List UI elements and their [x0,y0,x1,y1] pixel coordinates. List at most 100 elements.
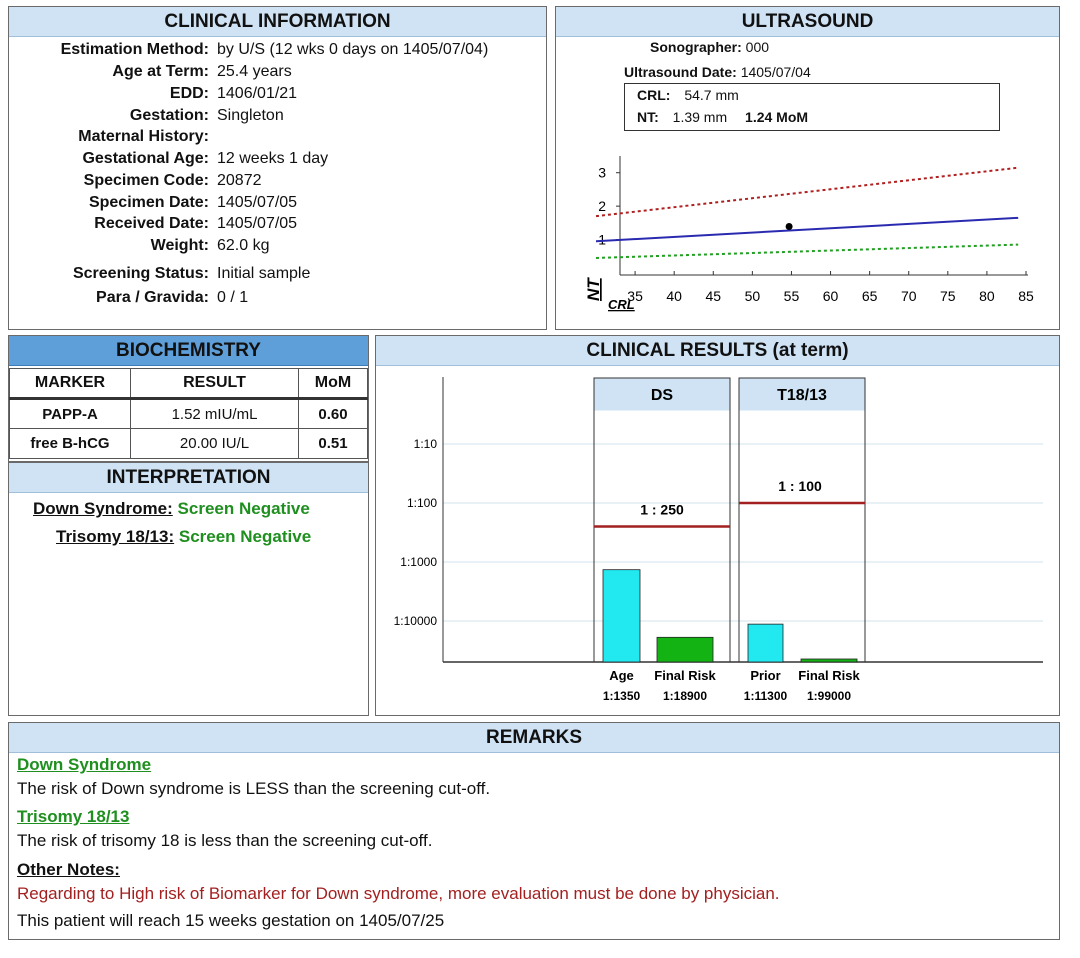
clinical-info-value: 1405/07/05 [217,215,298,232]
clinical-info-value: 0 / 1 [217,289,249,306]
column-header-result: RESULT [130,368,299,400]
remarks-gestation-note: This patient will reach 15 weeks gestati… [17,911,445,930]
clinical-info-row: Gestational Age: 12 weeks 1 day [9,148,549,170]
nt-label: NT: [637,109,659,125]
clinical-info-row: Received Date: 1405/07/05 [9,213,549,235]
clinical-info-value: 12 weeks 1 day [217,150,329,167]
clinical-info-value: by U/S (12 wks 0 days on 1405/07/04) [217,41,489,58]
clinical-info-value: Initial sample [217,265,311,282]
interpretation-title: INTERPRETATION [9,463,368,493]
clinical-info-row: Specimen Date: 1405/07/05 [9,192,549,214]
y-axis-label: NT [584,277,603,301]
clinical-info-row: Maternal History: [9,126,549,148]
x-tick-label: 40 [666,288,682,304]
clinical-info-value: 1406/01/21 [217,85,298,102]
y-tick-label: 1:10000 [394,614,438,628]
x-tick-label: 35 [627,288,643,304]
clinical-info-row: Gestation: Singleton [9,105,549,127]
clinical-info-row: Para / Gravida: 0 / 1 [9,287,549,309]
median-line [595,216,1019,243]
nt-value: 1.39 mm [672,109,728,125]
remarks-title: REMARKS [9,723,1059,753]
clinical-info-value: 62.0 kg [217,237,270,254]
remarks-t18-heading: Trisomy 18/13 [17,807,130,826]
clinical-info-row: Age at Term: 25.4 years [9,61,549,83]
y-tick-label: 3 [598,165,606,181]
nt-mom-value: 1.24 MoM [745,109,809,125]
ultrasound-date-label: Ultrasound Date: [624,64,737,80]
ultrasound-date-value: 1405/07/04 [740,64,811,80]
clinical-results-title: CLINICAL RESULTS (at term) [376,336,1059,366]
crl-row: CRL: 54.7 mm [637,87,739,103]
remarks-physician-note: Regarding to High risk of Biomarker for … [17,884,780,903]
sonographer-label: Sonographer: [650,39,742,55]
x-tick-label: 65 [862,288,878,304]
crl-value: 54.7 mm [684,87,739,103]
x-tick-label: 45 [705,288,721,304]
table-row: free B-hCG 20.00 IU/L 0.51 [9,428,368,459]
clinical-info-row: Estimation Method: by U/S (12 wks 0 days … [9,39,549,61]
risk-bar-label: Age [609,668,634,683]
clinical-info-label: Weight: [150,237,209,254]
risk-chart: 1:10 1:100 1:1000 1:10000 DS 1 : 250 Age 1:1350… [394,377,1043,703]
nt-crl-chart: 1 2 3 35 40 45 50 55 60 65 70 75 80 85 NT CRL [584,156,1034,312]
risk-bar [800,658,858,663]
risk-group-title: T18/13 [777,387,827,404]
nt-row: NT: 1.39 mm 1.24 MoM [637,109,808,125]
cutoff-label: 1 : 250 [640,501,684,517]
y-tick-label: 1:100 [407,496,437,510]
clinical-info-value: 25.4 years [217,63,292,80]
mom-cell: 0.60 [298,398,368,429]
table-row: PAPP-A 1.52 mIU/mL 0.60 [9,398,368,429]
clinical-info-label: Gestational Age: [82,150,209,167]
nt-measurement-point [785,223,793,231]
interpretation-value: Screen Negative [178,527,312,546]
mom-cell: 0.51 [298,428,368,459]
sonographer-value: 000 [745,39,770,55]
clinical-info-row: Screening Status: Initial sample [9,263,549,285]
risk-bar [656,636,714,663]
clinical-info-label: Estimation Method: [60,41,209,58]
remarks-panel: REMARKS Down Syndrome The risk of Down s… [8,722,1060,940]
ultrasound-date-row: Ultrasound Date: 1405/07/04 [624,64,811,80]
x-tick-label: 70 [901,288,917,304]
measurement-box: CRL: 54.7 mm NT: 1.39 mm 1.24 MoM [624,83,1000,131]
interpretation-label: Trisomy 18/13: [56,527,175,546]
risk-group-title: DS [651,387,674,404]
clinical-info-row: Specimen Code: 20872 [9,170,549,192]
clinical-info-label: Specimen Code: [83,172,209,189]
column-header-mom: MoM [298,368,368,400]
clinical-info-value: 20872 [217,172,262,189]
biochemistry-panel: BIOCHEMISTRY MARKER RESULT MoM PAPP-A 1.… [8,335,369,462]
risk-bar-value-label: 1:11300 [744,689,788,703]
clinical-information-title: CLINICAL INFORMATION [9,7,546,37]
remarks-ds-text: The risk of Down syndrome is LESS than t… [17,779,491,798]
remarks-t18-text: The risk of trisomy 18 is less than the … [17,831,433,850]
clinical-results-panel: CLINICAL RESULTS (at term) 1:10 1:100 1:10… [375,335,1060,716]
clinical-info-label: Para / Gravida: [96,289,209,306]
clinical-info-label: Received Date: [94,215,209,232]
risk-bar-label: Final Risk [798,668,860,683]
y-tick-label: 1:1000 [400,555,437,569]
x-tick-label: 75 [940,288,956,304]
x-tick-label: 50 [745,288,761,304]
x-tick-label: 85 [1018,288,1034,304]
clinical-info-label: Maternal History: [78,128,209,145]
clinical-info-row: EDD: 1406/01/21 [9,83,549,105]
risk-group-header [739,378,865,411]
y-tick-label: 2 [598,198,606,214]
x-tick-label: 55 [784,288,800,304]
ultrasound-panel: ULTRASOUND Sonographer: 000 Ultrasound D… [555,6,1060,330]
interpretation-down-syndrome: Down Syndrome: Screen Negative [33,499,310,519]
result-cell: 20.00 IU/L [130,428,299,459]
cutoff-label: 1 : 100 [778,478,822,494]
risk-bar-value-label: 1:99000 [807,689,851,703]
risk-bar [747,623,784,663]
result-cell: 1.52 mIU/mL [130,398,299,429]
risk-bar-label: Final Risk [654,668,716,683]
x-axis-label: CRL [608,297,635,312]
y-tick-label: 1 [598,232,606,248]
risk-bar-value-label: 1:1350 [603,689,641,703]
remarks-other-heading: Other Notes: [17,860,120,879]
biochemistry-header-row: MARKER RESULT MoM [9,368,368,400]
